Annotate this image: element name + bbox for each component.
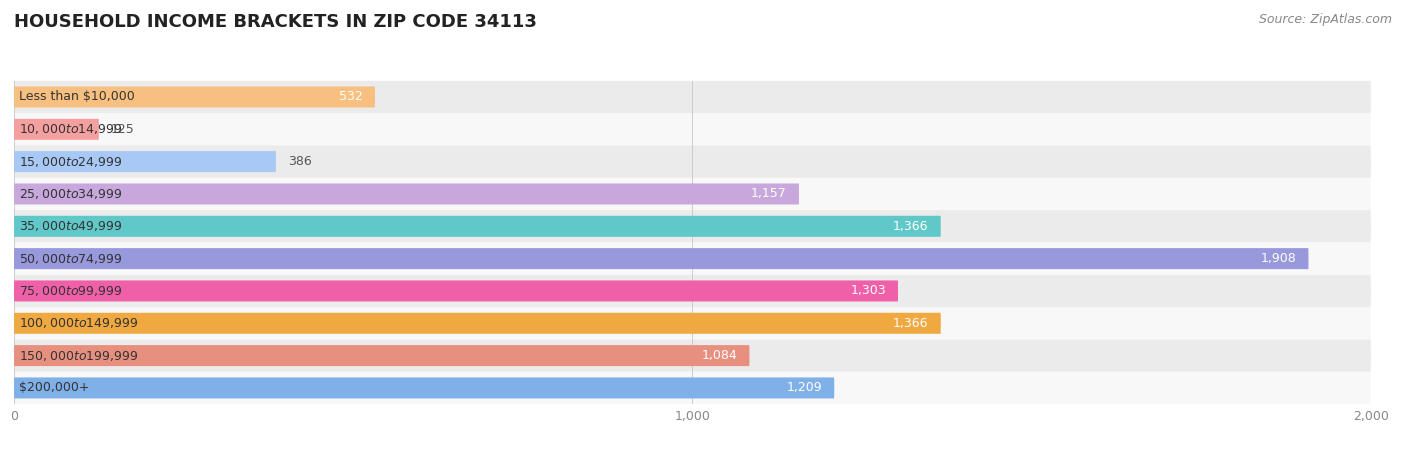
- FancyBboxPatch shape: [14, 281, 898, 301]
- Text: $25,000 to $34,999: $25,000 to $34,999: [20, 187, 122, 201]
- Text: $150,000 to $199,999: $150,000 to $199,999: [20, 348, 139, 363]
- FancyBboxPatch shape: [14, 145, 1371, 178]
- FancyBboxPatch shape: [14, 372, 1371, 404]
- Text: $200,000+: $200,000+: [20, 382, 90, 394]
- FancyBboxPatch shape: [14, 87, 375, 107]
- FancyBboxPatch shape: [14, 339, 1371, 372]
- Text: 532: 532: [339, 91, 363, 103]
- Text: 1,908: 1,908: [1260, 252, 1296, 265]
- FancyBboxPatch shape: [14, 119, 98, 140]
- FancyBboxPatch shape: [14, 210, 1371, 242]
- FancyBboxPatch shape: [14, 378, 834, 398]
- Text: 1,157: 1,157: [751, 188, 787, 200]
- FancyBboxPatch shape: [14, 178, 1371, 210]
- FancyBboxPatch shape: [14, 242, 1371, 275]
- FancyBboxPatch shape: [14, 81, 1371, 113]
- Text: 1,209: 1,209: [786, 382, 823, 394]
- FancyBboxPatch shape: [14, 216, 941, 237]
- Text: $10,000 to $14,999: $10,000 to $14,999: [20, 122, 122, 136]
- Text: $100,000 to $149,999: $100,000 to $149,999: [20, 316, 139, 330]
- FancyBboxPatch shape: [14, 248, 1309, 269]
- FancyBboxPatch shape: [14, 307, 1371, 339]
- Text: HOUSEHOLD INCOME BRACKETS IN ZIP CODE 34113: HOUSEHOLD INCOME BRACKETS IN ZIP CODE 34…: [14, 13, 537, 31]
- FancyBboxPatch shape: [14, 151, 276, 172]
- Text: 125: 125: [111, 123, 135, 136]
- Text: 1,303: 1,303: [851, 285, 886, 297]
- Text: $75,000 to $99,999: $75,000 to $99,999: [20, 284, 122, 298]
- Text: $15,000 to $24,999: $15,000 to $24,999: [20, 154, 122, 169]
- Text: $50,000 to $74,999: $50,000 to $74,999: [20, 251, 122, 266]
- FancyBboxPatch shape: [14, 275, 1371, 307]
- FancyBboxPatch shape: [14, 313, 941, 334]
- FancyBboxPatch shape: [14, 345, 749, 366]
- Text: 1,366: 1,366: [893, 317, 928, 330]
- FancyBboxPatch shape: [14, 113, 1371, 145]
- Text: Less than $10,000: Less than $10,000: [20, 91, 135, 103]
- FancyBboxPatch shape: [14, 184, 799, 204]
- Text: $35,000 to $49,999: $35,000 to $49,999: [20, 219, 122, 233]
- Text: 386: 386: [288, 155, 312, 168]
- Text: Source: ZipAtlas.com: Source: ZipAtlas.com: [1258, 13, 1392, 26]
- Text: 1,366: 1,366: [893, 220, 928, 233]
- Text: 1,084: 1,084: [702, 349, 737, 362]
